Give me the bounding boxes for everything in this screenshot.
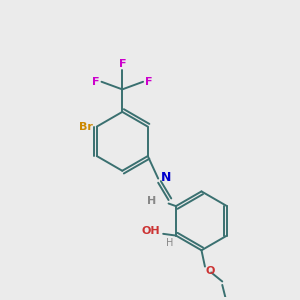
Text: H: H [167, 238, 174, 248]
Text: F: F [92, 77, 99, 87]
Text: F: F [118, 58, 126, 69]
Text: N: N [160, 171, 171, 184]
Text: F: F [146, 77, 153, 87]
Text: Br: Br [79, 122, 93, 132]
Text: OH: OH [142, 226, 161, 236]
Text: H: H [147, 196, 157, 206]
Text: O: O [206, 266, 215, 276]
